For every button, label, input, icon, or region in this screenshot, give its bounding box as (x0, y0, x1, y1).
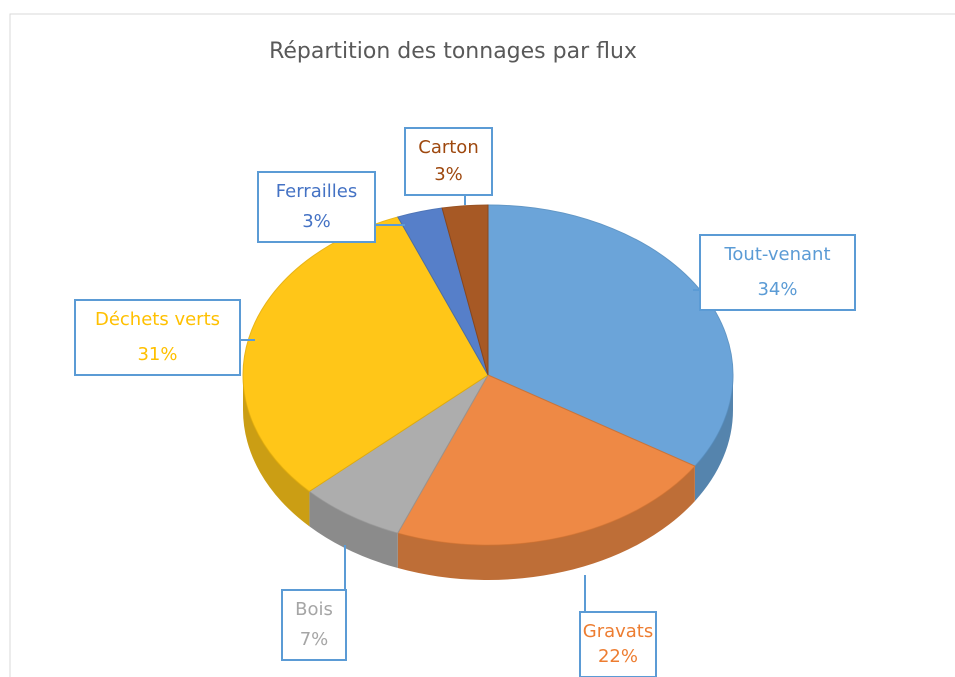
callout-box (579, 611, 657, 677)
category-label: Déchets verts (95, 309, 220, 330)
value-label: 22% (598, 646, 638, 667)
slice (397, 374, 696, 546)
slice-side (243, 375, 310, 527)
slice (441, 204, 489, 376)
value-label: 34% (757, 279, 797, 300)
callout-box (257, 171, 376, 243)
slice (308, 374, 489, 534)
slice-side (309, 491, 398, 569)
category-label: Gravats (583, 621, 654, 642)
value-label: 3% (302, 211, 331, 232)
slice-side (694, 375, 733, 502)
chart-frame (9, 13, 955, 677)
callout-box (404, 127, 493, 196)
slice-side (397, 466, 695, 580)
category-label: Ferrailles (276, 181, 357, 202)
callout-box (74, 299, 241, 376)
category-label: Carton (418, 137, 478, 158)
callout-box (699, 234, 856, 311)
value-label: 7% (300, 629, 329, 650)
value-label: 31% (137, 344, 177, 365)
value-label: 3% (434, 164, 463, 185)
category-label: Tout-venant (723, 244, 830, 265)
category-label: Bois (295, 599, 333, 620)
callout-box (281, 589, 347, 661)
chart-title: Répartition des tonnages par flux (269, 39, 637, 64)
